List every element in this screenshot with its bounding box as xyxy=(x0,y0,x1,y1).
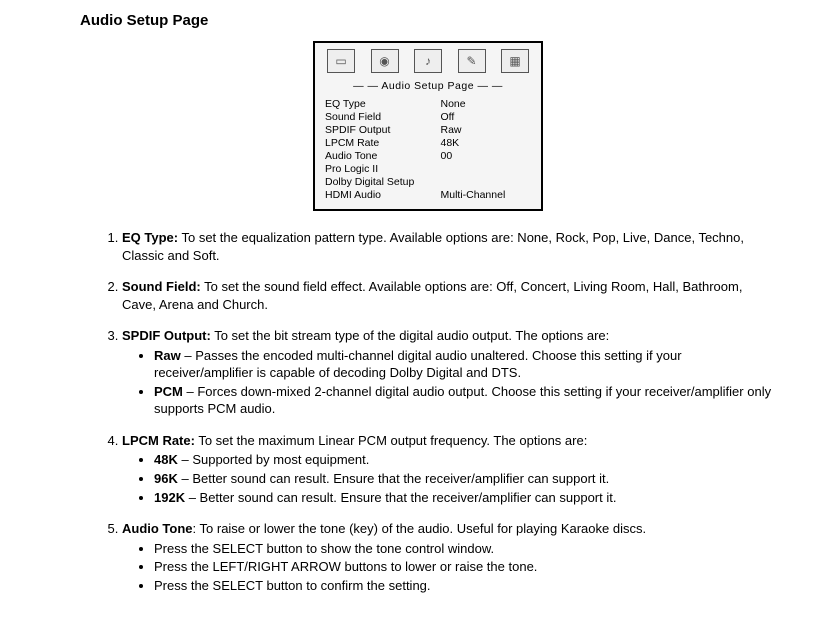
sub-item: Press the LEFT/RIGHT ARROW buttons to lo… xyxy=(154,558,776,576)
sub-item: 48K – Supported by most equipment. xyxy=(154,451,776,469)
sub-list: Raw – Passes the encoded multi-channel d… xyxy=(122,347,776,418)
table-row: EQ TypeNone xyxy=(323,97,533,110)
sub-item: Raw – Passes the encoded multi-channel d… xyxy=(154,347,776,382)
sub-item: PCM – Forces down-mixed 2-channel digita… xyxy=(154,383,776,418)
table-row: LPCM Rate48K xyxy=(323,136,533,149)
item-title: Audio Tone xyxy=(122,521,193,536)
item-title: LPCM Rate: xyxy=(122,433,195,448)
page-title: Audio Setup Page xyxy=(80,12,776,29)
list-item: EQ Type: To set the equalization pattern… xyxy=(122,229,776,264)
table-row: HDMI AudioMulti-Channel xyxy=(323,188,533,201)
sub-item: Press the SELECT button to show the tone… xyxy=(154,540,776,558)
table-row: Dolby Digital Setup xyxy=(323,175,533,188)
table-row: Sound FieldOff xyxy=(323,110,533,123)
sub-item: Press the SELECT button to confirm the s… xyxy=(154,577,776,595)
item-body: To set the bit stream type of the digita… xyxy=(211,328,609,343)
sub-item: 192K – Better sound can result. Ensure t… xyxy=(154,489,776,507)
picture-icon: ▭ xyxy=(327,49,355,73)
misc-icon: ▦ xyxy=(501,49,529,73)
audio-icon: ♪ xyxy=(414,49,442,73)
setup-icon: ✎ xyxy=(458,49,486,73)
list-item: LPCM Rate: To set the maximum Linear PCM… xyxy=(122,432,776,506)
item-body: To set the sound field effect. Available… xyxy=(122,279,742,312)
item-title: EQ Type: xyxy=(122,230,178,245)
box-title: — — Audio Setup Page — — xyxy=(323,80,533,92)
list-item: Sound Field: To set the sound field effe… xyxy=(122,278,776,313)
speaker-icon: ◉ xyxy=(371,49,399,73)
settings-table: EQ TypeNone Sound FieldOff SPDIF OutputR… xyxy=(323,97,533,201)
item-body: : To raise or lower the tone (key) of th… xyxy=(193,521,647,536)
item-title: SPDIF Output: xyxy=(122,328,211,343)
list-item: Audio Tone: To raise or lower the tone (… xyxy=(122,520,776,594)
item-body: To set the maximum Linear PCM output fre… xyxy=(195,433,587,448)
audio-setup-box: ▭ ◉ ♪ ✎ ▦ — — Audio Setup Page — — EQ Ty… xyxy=(313,41,543,211)
sub-list: 48K – Supported by most equipment. 96K –… xyxy=(122,451,776,506)
icon-row: ▭ ◉ ♪ ✎ ▦ xyxy=(323,49,533,77)
item-body: To set the equalization pattern type. Av… xyxy=(122,230,744,263)
sub-item: 96K – Better sound can result. Ensure th… xyxy=(154,470,776,488)
sub-list: Press the SELECT button to show the tone… xyxy=(122,540,776,595)
main-list: EQ Type: To set the equalization pattern… xyxy=(80,229,776,594)
table-row: Audio Tone00 xyxy=(323,149,533,162)
list-item: SPDIF Output: To set the bit stream type… xyxy=(122,327,776,418)
table-row: Pro Logic II xyxy=(323,162,533,175)
table-row: SPDIF OutputRaw xyxy=(323,123,533,136)
item-title: Sound Field: xyxy=(122,279,201,294)
